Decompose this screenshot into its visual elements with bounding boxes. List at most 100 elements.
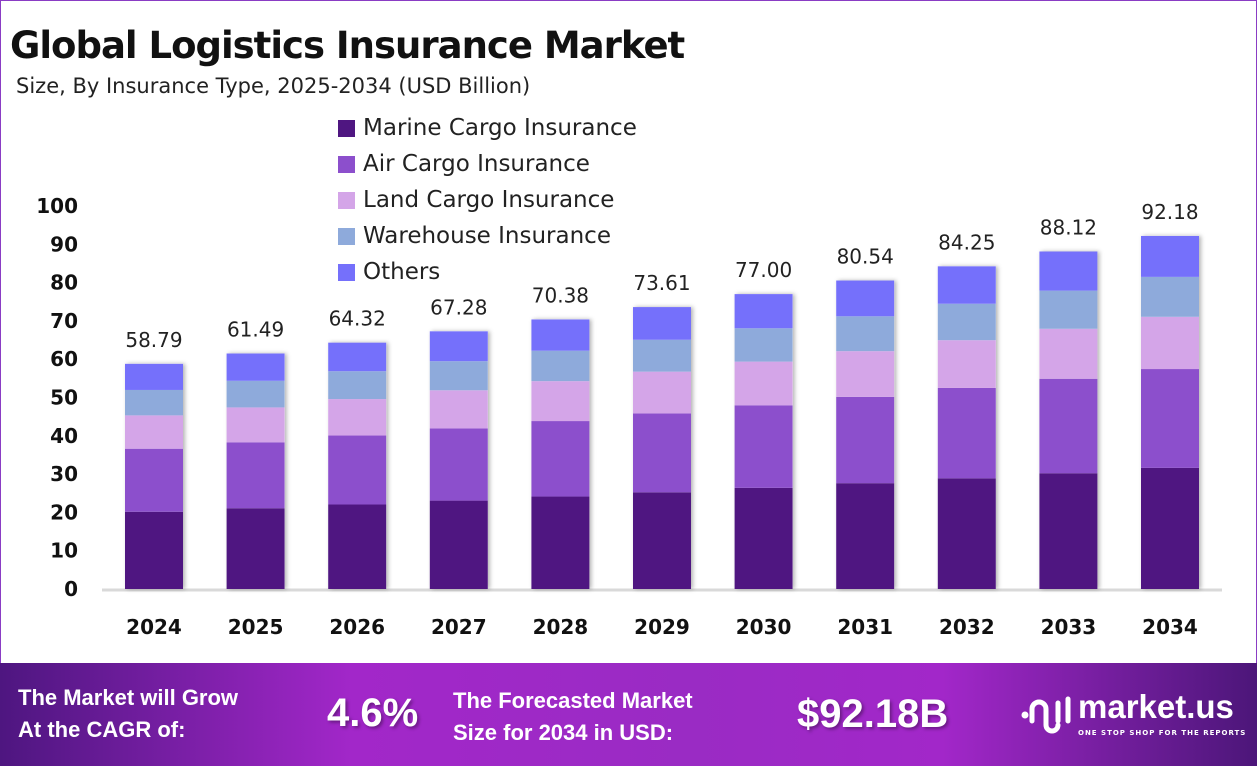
data-label-total: 61.49 [227, 317, 284, 341]
cagr-value: 4.6% [327, 691, 419, 735]
y-tick-label: 20 [50, 500, 78, 524]
bar-segment-marine-cargo-insurance [734, 487, 793, 589]
bar-segment-others [1141, 235, 1199, 277]
footer-banner: The Market will Grow At the CAGR of: 4.6… [0, 663, 1257, 766]
bar-segment-land-cargo-insurance [328, 399, 387, 436]
data-label-total: 88.12 [1040, 216, 1097, 240]
legend-label: Warehouse Insurance [363, 223, 611, 249]
cagr-label: The Market will Grow At the CAGR of: [18, 682, 238, 746]
y-tick-label: 80 [50, 271, 78, 295]
y-tick-label: 50 [50, 386, 78, 410]
legend-item: Air Cargo Insurance [338, 146, 637, 182]
bar-segment-land-cargo-insurance [1039, 328, 1098, 379]
bar-segment-marine-cargo-insurance [1141, 467, 1199, 589]
bar-segment-warehouse-insurance [1141, 276, 1199, 317]
bar-segment-land-cargo-insurance [226, 407, 285, 443]
stacked-bar-chart: 010203040506070809010058.79202461.492025… [36, 194, 1222, 639]
bar-segment-warehouse-insurance [836, 316, 895, 352]
data-label-total: 92.18 [1141, 200, 1198, 224]
legend-item: Warehouse Insurance [338, 218, 637, 254]
legend-swatch [338, 119, 355, 137]
bar-segment-land-cargo-insurance [1141, 316, 1199, 370]
size-label-line1: The Forecasted Market [453, 688, 693, 713]
bar-segment-others [1039, 251, 1098, 291]
chart-title: Global Logistics Insurance Market [10, 24, 685, 67]
y-tick-label: 30 [50, 462, 78, 486]
cagr-label-line1: The Market will Grow [18, 685, 239, 710]
logo-name: market.us [1078, 688, 1234, 725]
bar-segment-land-cargo-insurance [734, 361, 793, 406]
bar-segment-air-cargo-insurance [836, 396, 895, 484]
bar-segment-warehouse-insurance [429, 361, 488, 391]
x-tick-label: 2025 [228, 615, 284, 639]
bar-segment-marine-cargo-insurance [531, 496, 590, 589]
legend-label: Land Cargo Insurance [363, 187, 615, 213]
size-label: The Forecasted Market Size for 2034 in U… [453, 685, 693, 749]
data-label-total: 80.54 [837, 245, 894, 269]
bar-segment-air-cargo-insurance [531, 421, 590, 497]
logo-text: market.us ONE STOP SHOP FOR THE REPORTS [1078, 687, 1246, 738]
bar-segment-air-cargo-insurance [1141, 369, 1199, 468]
x-tick-label: 2034 [1142, 615, 1198, 639]
x-tick-label: 2024 [126, 615, 182, 639]
bar-segment-marine-cargo-insurance [1039, 473, 1098, 589]
y-tick-label: 60 [50, 347, 78, 371]
legend-label: Marine Cargo Insurance [363, 115, 637, 141]
bar-segment-warehouse-insurance [328, 371, 387, 400]
legend-label: Others [363, 259, 441, 285]
data-label-total: 77.00 [735, 258, 792, 282]
bar-segment-air-cargo-insurance [328, 435, 387, 505]
data-label-total: 73.61 [633, 271, 690, 295]
legend: Marine Cargo Insurance Air Cargo Insuranc… [338, 110, 637, 290]
bar-segment-marine-cargo-insurance [328, 504, 387, 589]
x-tick-label: 2030 [736, 615, 792, 639]
bar-segment-warehouse-insurance [125, 389, 183, 416]
bar-segment-others [328, 342, 387, 372]
legend-swatch [338, 191, 355, 209]
bar-segment-others [531, 319, 590, 351]
size-label-line2: Size for 2034 in USD: [453, 720, 674, 745]
bar-segment-others [937, 266, 996, 304]
market-us-logo: market.us ONE STOP SHOP FOR THE REPORTS [1020, 687, 1246, 738]
x-tick-label: 2032 [939, 615, 995, 639]
bar-segment-air-cargo-insurance [429, 428, 488, 501]
legend-swatch [338, 263, 355, 281]
legend-swatch [338, 155, 355, 173]
data-label-total: 67.28 [430, 295, 487, 319]
legend-item: Others [338, 254, 637, 290]
size-value: $92.18B [797, 692, 949, 736]
bar-segment-others [836, 280, 895, 317]
bar-segment-air-cargo-insurance [125, 448, 183, 512]
bar-segment-marine-cargo-insurance [633, 492, 691, 589]
bar-segment-air-cargo-insurance [633, 413, 691, 493]
bar-segment-air-cargo-insurance [937, 387, 996, 479]
x-tick-label: 2029 [634, 615, 690, 639]
y-tick-label: 40 [50, 424, 78, 448]
bar-segment-warehouse-insurance [1039, 290, 1098, 329]
x-tick-label: 2033 [1041, 615, 1097, 639]
logo-icon [1021, 696, 1071, 733]
legend-swatch [338, 227, 355, 245]
data-label-total: 64.32 [329, 307, 386, 331]
bar-segment-others [734, 294, 793, 329]
bar-segment-warehouse-insurance [734, 328, 793, 362]
data-label-total: 70.38 [532, 283, 589, 307]
x-tick-label: 2031 [837, 615, 893, 639]
x-tick-label: 2028 [533, 615, 589, 639]
data-label-total: 84.25 [938, 230, 995, 254]
bar-segment-land-cargo-insurance [531, 381, 590, 422]
bar-segment-marine-cargo-insurance [226, 508, 285, 589]
bar-segment-others [633, 307, 691, 340]
y-tick-label: 70 [50, 309, 78, 333]
bar-segment-air-cargo-insurance [734, 405, 793, 488]
bar-segment-air-cargo-insurance [226, 442, 285, 509]
chart-subtitle: Size, By Insurance Type, 2025-2034 (USD … [16, 74, 531, 98]
legend-label: Air Cargo Insurance [363, 151, 590, 177]
bar-segment-land-cargo-insurance [125, 415, 183, 449]
x-tick-label: 2026 [329, 615, 385, 639]
bar-segment-marine-cargo-insurance [429, 500, 488, 589]
cagr-label-line2: At the CAGR of: [18, 717, 186, 742]
bar-segment-land-cargo-insurance [937, 340, 996, 388]
x-tick-label: 2027 [431, 615, 487, 639]
bar-segment-land-cargo-insurance [633, 371, 691, 414]
